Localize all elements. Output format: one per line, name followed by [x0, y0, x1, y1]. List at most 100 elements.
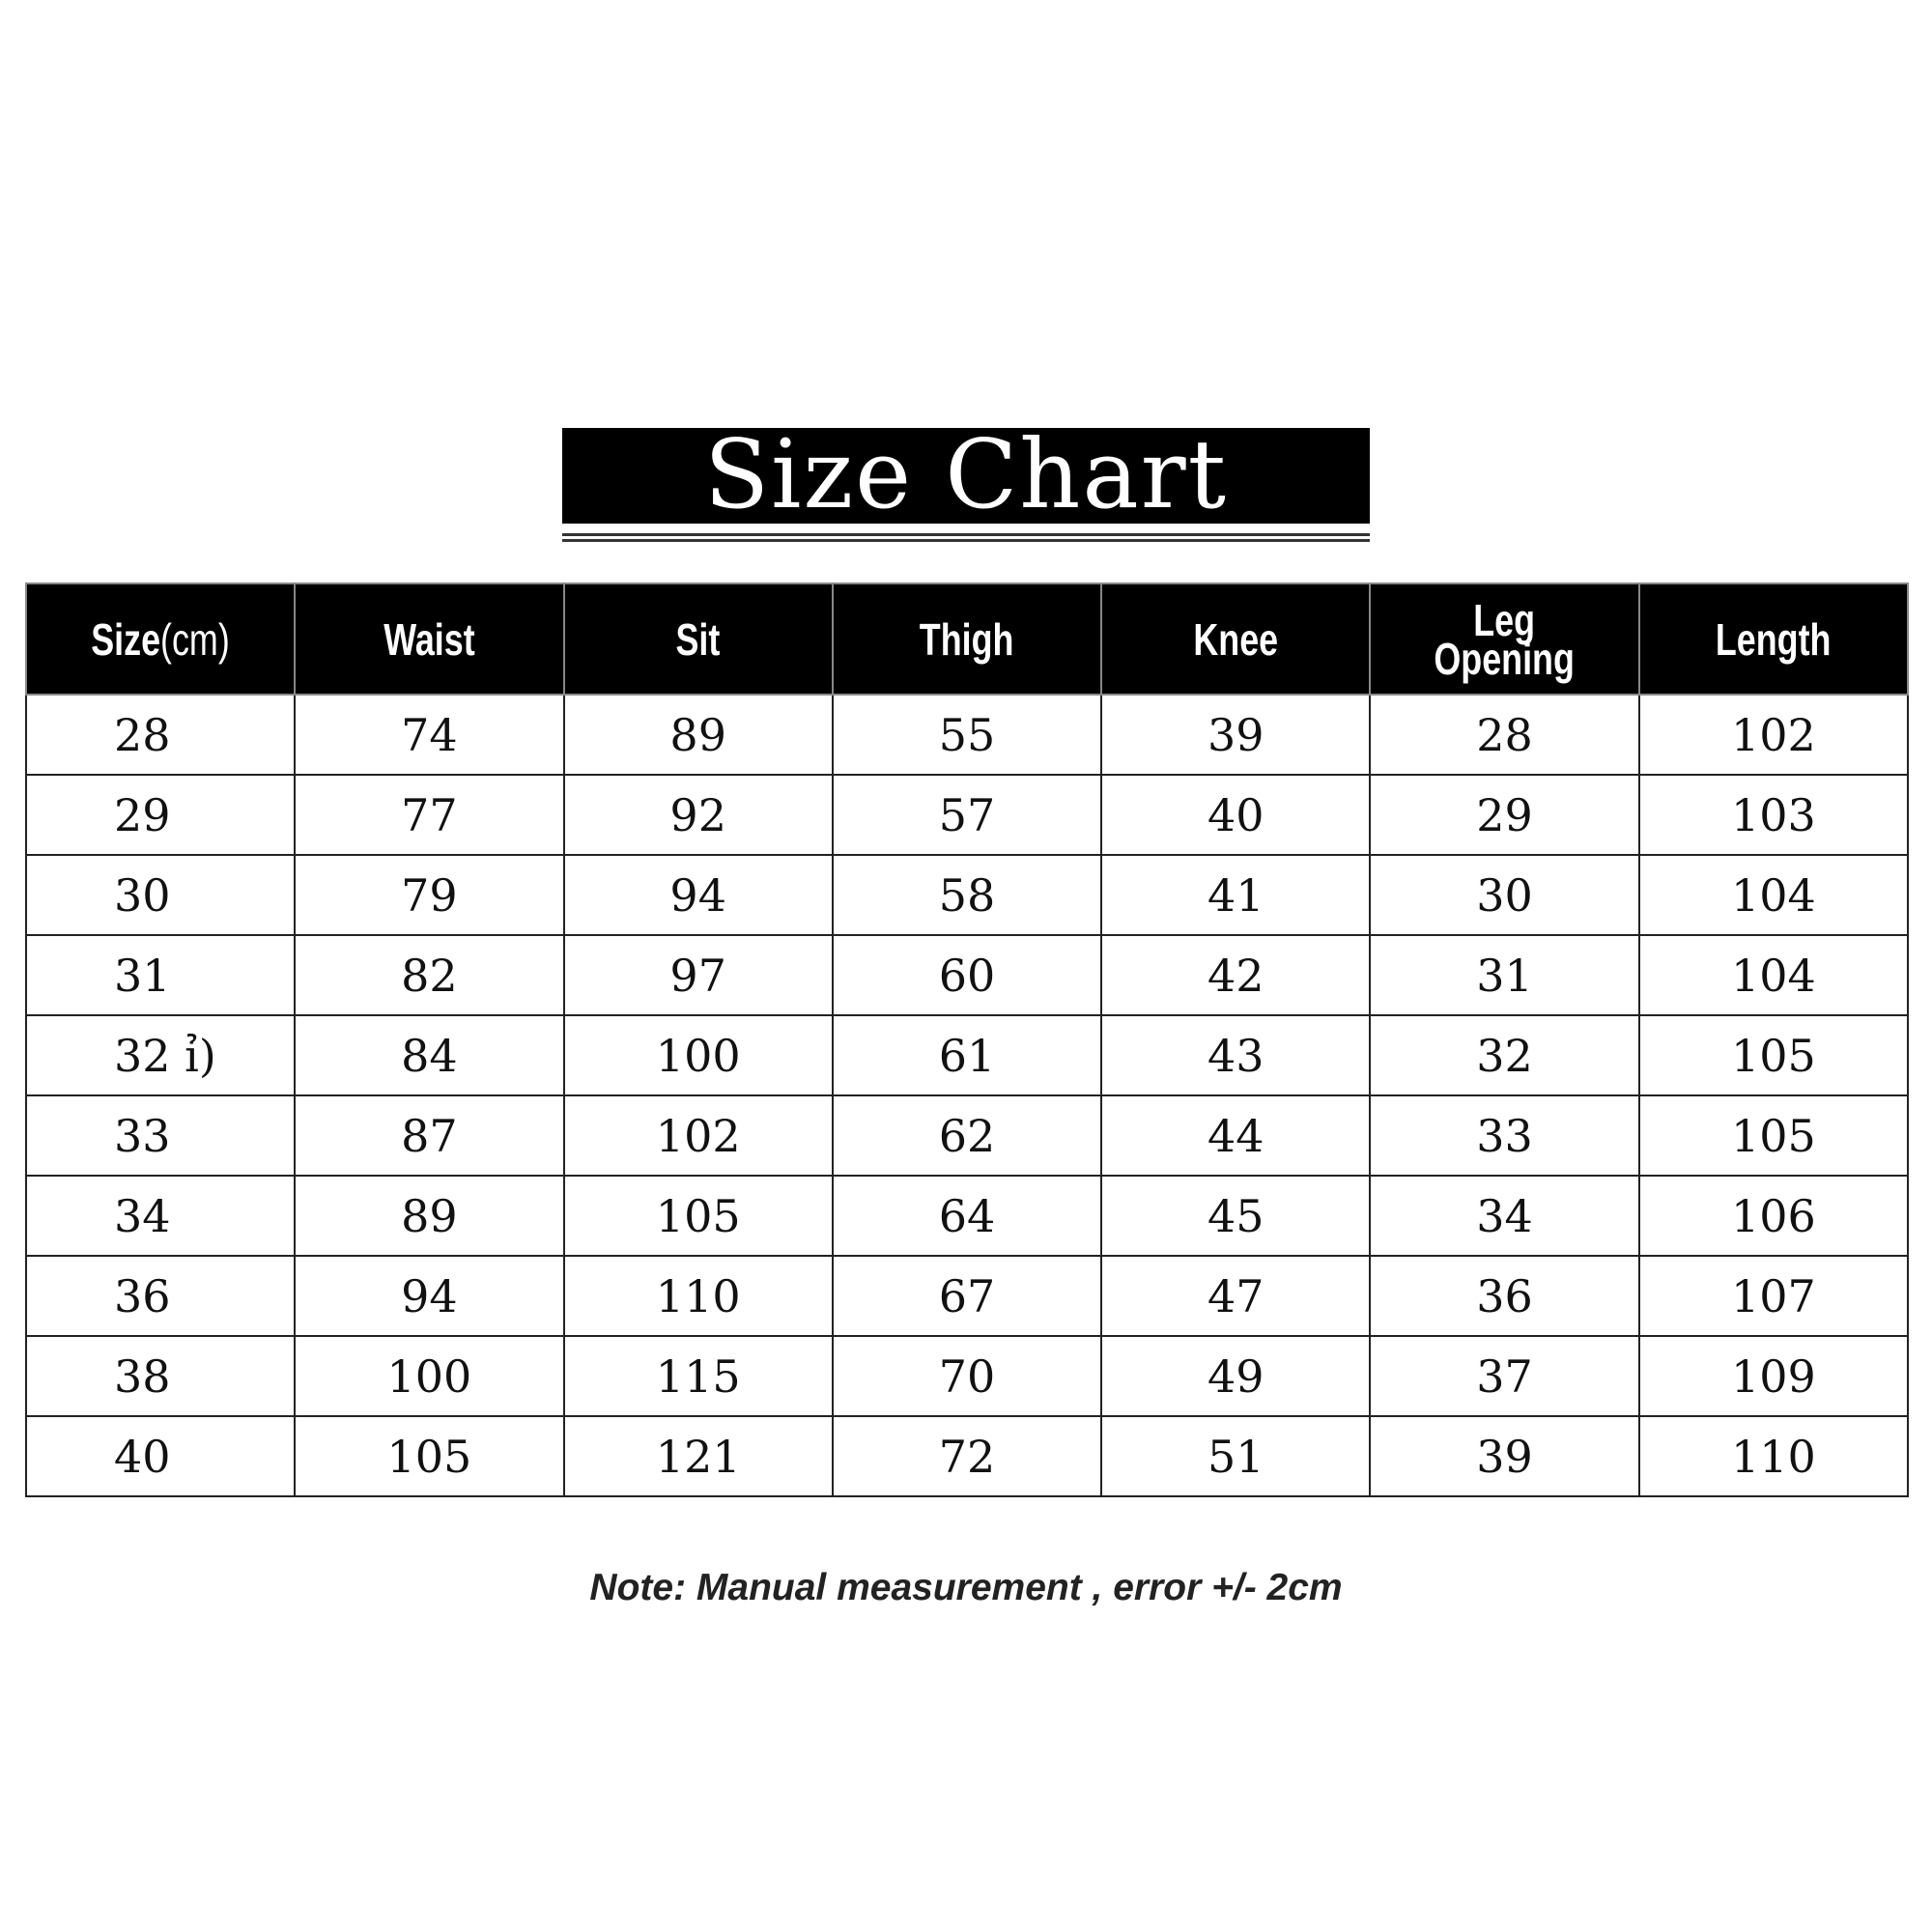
- table-cell: 94: [294, 1255, 565, 1337]
- size-chart-title: Size Chart: [562, 428, 1370, 524]
- table-cell: 39: [1369, 1415, 1640, 1497]
- table-cell: 115: [562, 1335, 834, 1417]
- table-row: 31 82 97 60 42 31 104: [24, 934, 1910, 1016]
- table-cell: 67: [831, 1255, 1103, 1337]
- table-cell: 36: [24, 1255, 297, 1337]
- title-divider: [562, 539, 1370, 542]
- table-cell: 106: [1637, 1175, 1910, 1257]
- table-cell: 55: [831, 694, 1103, 776]
- table-cell: 105: [1637, 1094, 1910, 1177]
- table-cell: 41: [1100, 854, 1372, 936]
- table-cell: 32: [1369, 1014, 1640, 1096]
- title-divider: [562, 533, 1370, 536]
- table-cell: 42: [1100, 934, 1372, 1016]
- table-row: 33 87 102 62 44 33 105: [24, 1094, 1910, 1177]
- table-cell: 61: [831, 1014, 1103, 1096]
- table-cell: 30: [24, 854, 297, 936]
- table-cell: 29: [1369, 774, 1640, 856]
- column-header-label: Thigh: [920, 613, 1014, 665]
- table-cell: 64: [831, 1175, 1103, 1257]
- column-header: Waist: [294, 582, 565, 696]
- table-row: 40 105 121 72 51 39 110: [24, 1415, 1910, 1497]
- table-cell: 70: [831, 1335, 1103, 1417]
- column-header-label: Length: [1716, 613, 1832, 665]
- table-cell: 57: [831, 774, 1103, 856]
- table-cell: 47: [1100, 1255, 1372, 1337]
- table-cell: 74: [294, 694, 565, 776]
- table-cell: 30: [1369, 854, 1640, 936]
- table-cell: 100: [294, 1335, 565, 1417]
- column-header: Thigh: [831, 582, 1103, 696]
- table-cell: 105: [294, 1415, 565, 1497]
- column-header-label: Sit: [675, 613, 721, 665]
- table-cell: 110: [1637, 1415, 1910, 1497]
- table-cell: 40: [24, 1415, 297, 1497]
- table-cell: 103: [1637, 774, 1910, 856]
- table-cell: 40: [1100, 774, 1372, 856]
- measurement-note: Note: Manual measurement , error +/- 2cm: [589, 1567, 1343, 1608]
- table-cell: 100: [562, 1014, 834, 1096]
- table-cell: 97: [562, 934, 834, 1016]
- table-cell: 62: [831, 1094, 1103, 1177]
- table-row: 30 79 94 58 41 30 104: [24, 854, 1910, 936]
- table-cell: 104: [1637, 934, 1910, 1016]
- table-cell: 121: [562, 1415, 834, 1497]
- table-cell: 105: [1637, 1014, 1910, 1096]
- table-cell: 72: [831, 1415, 1103, 1497]
- table-cell: 44: [1100, 1094, 1372, 1177]
- table-cell: 84: [294, 1014, 565, 1096]
- column-header-label: Size(cm): [91, 613, 230, 665]
- table-cell: 110: [562, 1255, 834, 1337]
- table-row: 28 74 89 55 39 28 102: [24, 694, 1910, 776]
- table-cell: 33: [24, 1094, 297, 1177]
- table-cell: 107: [1637, 1255, 1910, 1337]
- table-cell: 33: [1369, 1094, 1640, 1177]
- column-header-label: Waist: [384, 613, 475, 665]
- table-cell: 32 ỉ): [24, 1014, 297, 1096]
- table-row: 36 94 110 67 47 36 107: [24, 1255, 1910, 1337]
- table-row: 29 77 92 57 40 29 103: [24, 774, 1910, 856]
- table-cell: 31: [1369, 934, 1640, 1016]
- table-cell: 92: [562, 774, 834, 856]
- column-header-label: Leg Opening: [1434, 594, 1576, 684]
- table-cell: 38: [24, 1335, 297, 1417]
- table-cell: 104: [1637, 854, 1910, 936]
- size-table: Size(cm) Waist Sit Thigh Knee Leg Opening Leng…: [24, 582, 1910, 1497]
- table-cell: 77: [294, 774, 565, 856]
- table-cell: 89: [294, 1175, 565, 1257]
- table-cell: 102: [1637, 694, 1910, 776]
- table-cell: 28: [1369, 694, 1640, 776]
- table-header-row: Size(cm) Waist Sit Thigh Knee Leg Opening Leng…: [24, 582, 1910, 696]
- table-cell: 87: [294, 1094, 565, 1177]
- table-cell: 36: [1369, 1255, 1640, 1337]
- column-header: Size(cm): [24, 582, 297, 696]
- column-header: Length: [1637, 582, 1910, 696]
- table-cell: 109: [1637, 1335, 1910, 1417]
- table-row: 32 ỉ) 84 100 61 43 32 105: [24, 1014, 1910, 1096]
- table-cell: 58: [831, 854, 1103, 936]
- table-cell: 29: [24, 774, 297, 856]
- table-cell: 43: [1100, 1014, 1372, 1096]
- table-cell: 34: [24, 1175, 297, 1257]
- table-cell: 37: [1369, 1335, 1640, 1417]
- column-header-unit: (cm): [160, 613, 230, 665]
- table-row: 34 89 105 64 45 34 106: [24, 1175, 1910, 1257]
- table-cell: 82: [294, 934, 565, 1016]
- column-header: Leg Opening: [1369, 582, 1640, 696]
- column-header: Knee: [1100, 582, 1372, 696]
- table-cell: 31: [24, 934, 297, 1016]
- table-cell: 79: [294, 854, 565, 936]
- table-cell: 34: [1369, 1175, 1640, 1257]
- table-cell: 45: [1100, 1175, 1372, 1257]
- column-header: Sit: [562, 582, 834, 696]
- table-cell: 51: [1100, 1415, 1372, 1497]
- table-cell: 49: [1100, 1335, 1372, 1417]
- table-row: 38 100 115 70 49 37 109: [24, 1335, 1910, 1417]
- table-cell: 89: [562, 694, 834, 776]
- table-cell: 60: [831, 934, 1103, 1016]
- table-cell: 102: [562, 1094, 834, 1177]
- table-cell: 28: [24, 694, 297, 776]
- table-cell: 94: [562, 854, 834, 936]
- table-cell: 39: [1100, 694, 1372, 776]
- table-cell: 105: [562, 1175, 834, 1257]
